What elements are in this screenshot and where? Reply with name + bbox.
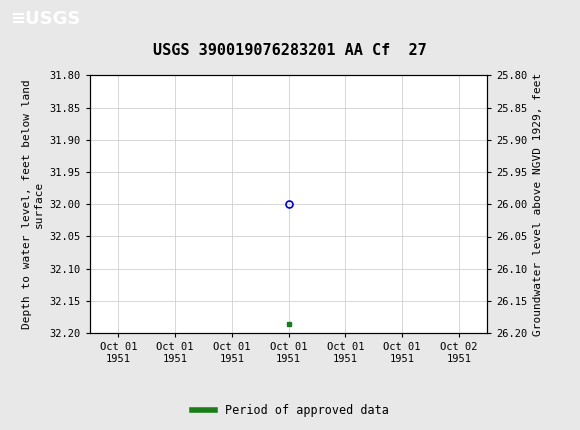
Y-axis label: Depth to water level, feet below land
surface: Depth to water level, feet below land su… bbox=[23, 80, 44, 329]
Text: USGS 390019076283201 AA Cf  27: USGS 390019076283201 AA Cf 27 bbox=[153, 43, 427, 58]
Legend: Period of approved data: Period of approved data bbox=[187, 399, 393, 422]
Text: ≡USGS: ≡USGS bbox=[10, 10, 81, 28]
Y-axis label: Groundwater level above NGVD 1929, feet: Groundwater level above NGVD 1929, feet bbox=[533, 73, 543, 336]
